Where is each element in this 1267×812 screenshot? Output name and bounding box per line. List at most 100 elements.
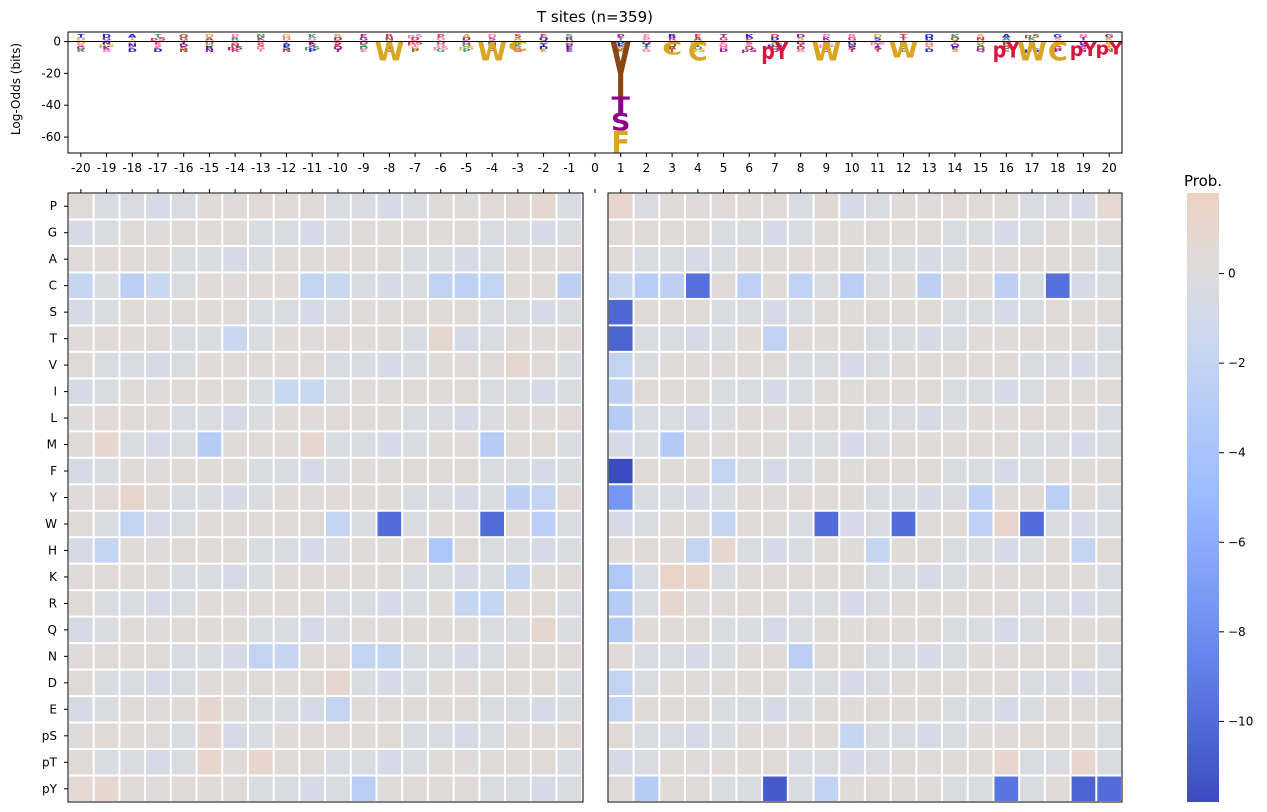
heatmap-cell	[1097, 352, 1121, 378]
logo-background-letter: A	[102, 48, 111, 53]
heatmap-cell	[1071, 273, 1096, 298]
logo-background-letter: E	[154, 40, 162, 45]
heatmap-cell	[685, 617, 710, 643]
heatmap-cell	[685, 273, 710, 298]
heatmap-cell	[711, 246, 736, 272]
logo-background-letter: pS	[741, 48, 757, 53]
heatmap-cell	[994, 644, 1019, 669]
logo-x-tick-label: -7	[409, 161, 421, 175]
heatmap-cell	[1097, 273, 1121, 298]
heatmap-cell	[737, 432, 762, 457]
heatmap-cell	[814, 617, 839, 643]
heatmap-cell	[994, 776, 1019, 801]
logo-background-letter: Q	[950, 43, 960, 48]
heatmap-cell	[1097, 564, 1121, 590]
heatmap-cell	[814, 670, 839, 696]
heatmap-cell	[120, 273, 145, 298]
logo-x-tick-label: -19	[97, 161, 117, 175]
heatmap-cell	[917, 458, 942, 484]
logo-background-letter: R	[1002, 40, 1011, 45]
logo-background-letter: P	[308, 48, 316, 53]
heatmap-cell	[94, 458, 119, 484]
heatmap-cell	[300, 485, 325, 510]
heatmap-cell	[248, 485, 273, 510]
heatmap-cell	[1071, 644, 1096, 669]
heatmap-cell	[660, 670, 684, 696]
logo-x-tick-label: -12	[277, 161, 297, 175]
heatmap-cell	[557, 485, 582, 510]
heatmap-cell	[120, 379, 145, 404]
heatmap-cell	[223, 273, 247, 298]
heatmap-cell	[711, 644, 736, 669]
heatmap-cell	[788, 670, 813, 696]
heatmap-cell	[840, 194, 864, 219]
heatmap-cell	[300, 644, 325, 669]
heatmap-cell	[197, 194, 222, 219]
heatmap-cell	[403, 299, 427, 325]
heatmap-cell	[171, 564, 196, 590]
heatmap-cell	[94, 617, 119, 643]
logo-background-letter: D	[488, 34, 497, 39]
heatmap-cell	[994, 617, 1019, 643]
heatmap-cell	[814, 723, 839, 749]
heatmap-cell	[737, 246, 762, 272]
heatmap-cell	[428, 352, 453, 378]
heatmap-cell	[428, 538, 453, 563]
logo-x-tick-label: -1	[563, 161, 575, 175]
heatmap-cell	[300, 326, 325, 351]
heatmap-cell	[994, 511, 1019, 537]
heatmap-cell	[608, 723, 633, 749]
heatmap-cell	[1020, 644, 1044, 669]
logo-background-letter: R	[231, 36, 240, 41]
heatmap-cell	[994, 326, 1019, 351]
heatmap-cell	[634, 750, 659, 775]
heatmap-cell	[300, 273, 325, 298]
heatmap-cell	[454, 538, 479, 563]
heatmap-cell	[94, 220, 119, 245]
heatmap-cell	[917, 750, 942, 775]
heatmap-cell	[917, 299, 942, 325]
heatmap-cell	[403, 591, 427, 616]
logo-background-letter: K	[308, 34, 317, 39]
logo-background-letter: A	[231, 40, 240, 45]
logo-background-letter: S	[977, 43, 985, 48]
heatmap-cell	[248, 776, 273, 801]
logo-background-letter: T	[154, 34, 162, 39]
heatmap-cell	[634, 352, 659, 378]
heatmap-cell	[943, 458, 967, 484]
logo-x-tick-label: 8	[797, 161, 805, 175]
heatmap-cell	[891, 432, 916, 457]
heatmap-cell	[788, 644, 813, 669]
heatmap-cell	[69, 511, 93, 537]
heatmap-cell	[788, 326, 813, 351]
heatmap-cell	[146, 299, 170, 325]
heatmap-cell	[531, 458, 556, 484]
logo-background-letter: R	[1105, 40, 1114, 45]
heatmap-cell	[223, 379, 247, 404]
logo-background-letter: P	[617, 34, 625, 39]
logo-background-letter: S	[385, 40, 393, 45]
logo-background-letter: D	[976, 40, 985, 45]
heatmap-cell	[403, 697, 427, 722]
logo-background-letter: T	[180, 40, 188, 45]
heatmap-cell	[840, 511, 864, 537]
heatmap-cell	[1097, 591, 1121, 616]
heatmap-cell	[608, 246, 633, 272]
heatmap-cell	[994, 379, 1019, 404]
heatmap-cell	[506, 458, 530, 484]
heatmap-cell	[274, 697, 299, 722]
logo-background-letter: K	[822, 36, 831, 41]
heatmap-cell	[711, 299, 736, 325]
heatmap-cell	[531, 617, 556, 643]
logo-background-letter: G	[925, 40, 934, 45]
heatmap-cell	[300, 299, 325, 325]
heatmap-cell	[94, 352, 119, 378]
heatmap-cell	[480, 617, 505, 643]
heatmap-cell	[480, 194, 505, 219]
logo-background-letter: G	[410, 45, 419, 50]
heatmap-cell	[454, 485, 479, 510]
heatmap-cell	[634, 776, 659, 801]
logo-background-letter: K	[616, 48, 625, 53]
heatmap-cell	[840, 644, 864, 669]
heatmap-cell	[865, 273, 890, 298]
